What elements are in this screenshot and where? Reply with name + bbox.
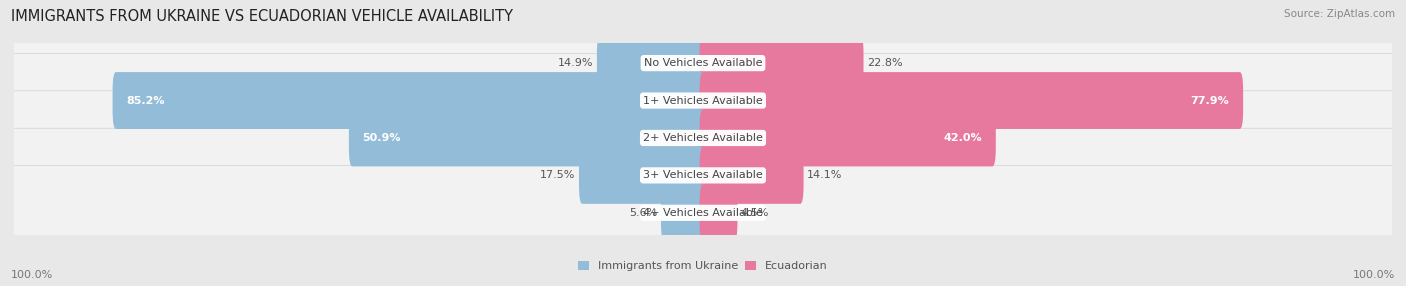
FancyBboxPatch shape — [579, 147, 706, 204]
FancyBboxPatch shape — [700, 110, 995, 166]
Text: 5.6%: 5.6% — [630, 208, 658, 218]
Text: Source: ZipAtlas.com: Source: ZipAtlas.com — [1284, 9, 1395, 19]
FancyBboxPatch shape — [700, 147, 804, 204]
Text: 14.1%: 14.1% — [807, 170, 842, 180]
Text: 17.5%: 17.5% — [540, 170, 575, 180]
FancyBboxPatch shape — [700, 35, 863, 92]
Text: 22.8%: 22.8% — [868, 58, 903, 68]
Text: 42.0%: 42.0% — [943, 133, 981, 143]
FancyBboxPatch shape — [700, 184, 738, 241]
Text: 4+ Vehicles Available: 4+ Vehicles Available — [643, 208, 763, 218]
Text: 3+ Vehicles Available: 3+ Vehicles Available — [643, 170, 763, 180]
FancyBboxPatch shape — [8, 91, 1398, 185]
FancyBboxPatch shape — [700, 72, 1243, 129]
FancyBboxPatch shape — [8, 53, 1398, 148]
Text: 4.5%: 4.5% — [741, 208, 769, 218]
FancyBboxPatch shape — [661, 184, 706, 241]
Text: 14.9%: 14.9% — [558, 58, 593, 68]
FancyBboxPatch shape — [8, 16, 1398, 110]
Text: 1+ Vehicles Available: 1+ Vehicles Available — [643, 96, 763, 106]
Text: No Vehicles Available: No Vehicles Available — [644, 58, 762, 68]
Text: 100.0%: 100.0% — [1353, 270, 1395, 280]
Text: 50.9%: 50.9% — [363, 133, 401, 143]
FancyBboxPatch shape — [8, 166, 1398, 260]
FancyBboxPatch shape — [112, 72, 706, 129]
Text: IMMIGRANTS FROM UKRAINE VS ECUADORIAN VEHICLE AVAILABILITY: IMMIGRANTS FROM UKRAINE VS ECUADORIAN VE… — [11, 9, 513, 23]
Text: 100.0%: 100.0% — [11, 270, 53, 280]
Text: 2+ Vehicles Available: 2+ Vehicles Available — [643, 133, 763, 143]
FancyBboxPatch shape — [8, 128, 1398, 223]
Legend: Immigrants from Ukraine, Ecuadorian: Immigrants from Ukraine, Ecuadorian — [578, 261, 828, 271]
FancyBboxPatch shape — [349, 110, 706, 166]
FancyBboxPatch shape — [598, 35, 706, 92]
Text: 85.2%: 85.2% — [127, 96, 165, 106]
Text: 77.9%: 77.9% — [1191, 96, 1229, 106]
